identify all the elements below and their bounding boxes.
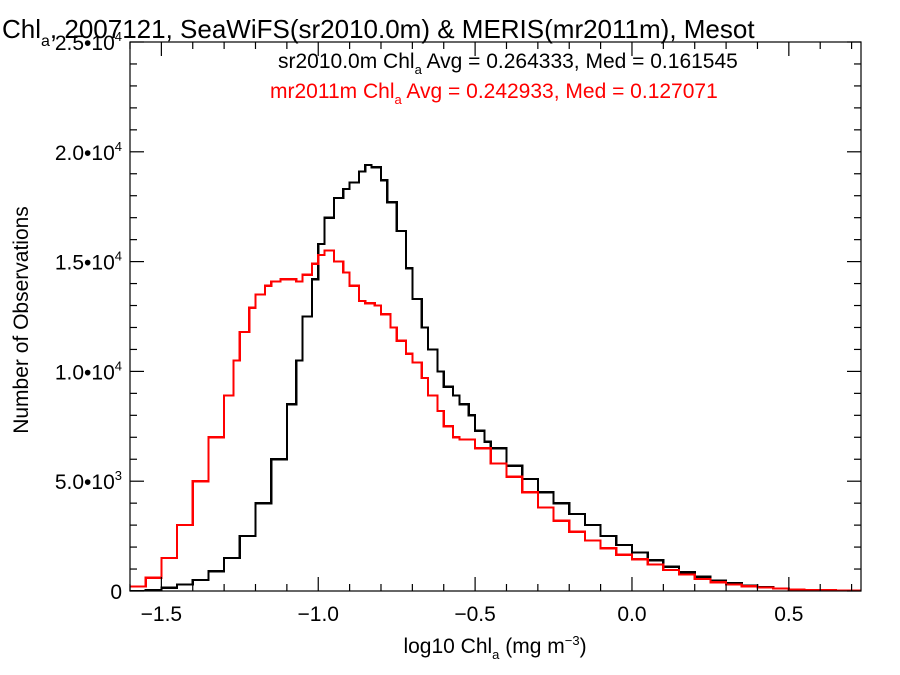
chart-title-post: , 2007121, SeaWiFS(sr2010.0m) & MERIS(mr… — [50, 14, 755, 44]
y-tick-label-exponent: 3 — [115, 468, 122, 483]
plot-area: −1.5 −1.0 −0.5 0.0 0.505.0•1031.0•1041.5•104… — [55, 29, 862, 626]
y-tick-label: 2.5•104 — [55, 29, 122, 55]
y-tick-label-mantissa: 2.0•10 — [55, 142, 115, 165]
y-tick-label-mantissa: 0 — [110, 581, 122, 604]
y-tick-label-exponent: 4 — [115, 358, 122, 373]
chart-title-pre: Chl — [2, 14, 41, 44]
legend-entry-1-pre: sr2010.0m Chl — [278, 50, 415, 73]
x-axis-label-post: ) — [580, 635, 587, 658]
x-tick-label: 0.5 — [774, 603, 803, 626]
y-axis-label: Number of Observations — [10, 206, 33, 434]
legend-entry-2-post: Avg = 0.242933, Med = 0.127071 — [402, 80, 718, 103]
y-tick-label-mantissa: 1.0•10 — [55, 361, 115, 384]
x-axis-label-pre: log10 Chl — [403, 635, 492, 658]
y-tick-label-mantissa: 5.0•10 — [55, 471, 115, 494]
x-axis-label-sub: a — [492, 647, 500, 662]
x-tick-label: −1.5 — [141, 603, 182, 626]
y-tick-label-mantissa: 2.5•10 — [55, 32, 115, 55]
y-tick-label: 5.0•103 — [55, 468, 122, 494]
y-tick-label: 1.0•104 — [55, 358, 122, 384]
y-tick-label-exponent: 4 — [115, 139, 122, 154]
y-tick-label-exponent: 4 — [115, 249, 122, 264]
x-tick-label: −1.0 — [298, 603, 339, 626]
legend-entry-2: mr2011m Chla Avg = 0.242933, Med = 0.127… — [270, 80, 718, 107]
y-tick-label-exponent: 4 — [115, 29, 122, 44]
y-tick-label: 1.5•104 — [55, 249, 122, 275]
x-axis-label-mid: (mg m — [499, 635, 564, 658]
plot-frame — [129, 41, 862, 592]
x-axis-label: log10 Chla (mg m−3) — [403, 633, 586, 662]
legend-entry-1-sub: a — [415, 62, 423, 77]
legend-entry-1-post: Avg = 0.264333, Med = 0.161545 — [422, 50, 738, 73]
legend-entry-1: sr2010.0m Chla Avg = 0.264333, Med = 0.1… — [278, 50, 738, 77]
chart-title: Chla, 2007121, SeaWiFS(sr2010.0m) & MERI… — [2, 14, 755, 50]
x-axis-label-sup: −3 — [565, 633, 580, 648]
y-tick-label-mantissa: 1.5•10 — [55, 252, 115, 275]
y-tick-label: 0 — [110, 581, 122, 604]
x-tick-label: 0.0 — [617, 603, 646, 626]
legend-entry-2-sub: a — [394, 92, 402, 107]
chart-title-sub: a — [41, 33, 50, 50]
x-tick-label: −0.5 — [454, 603, 495, 626]
series-line-2 — [130, 249, 861, 591]
legend-entry-2-pre: mr2011m Chl — [270, 80, 394, 103]
y-tick-label: 2.0•104 — [55, 139, 122, 165]
